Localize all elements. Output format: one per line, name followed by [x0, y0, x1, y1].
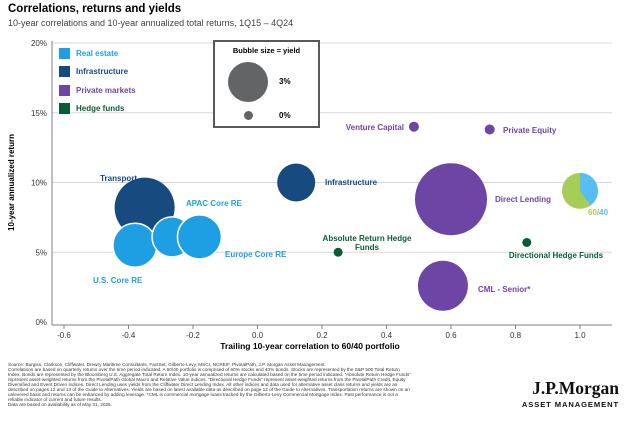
size-legend-small-label: 0%	[279, 111, 291, 120]
footnote-line-9: Data are based on availability as of May…	[8, 402, 112, 407]
legend-item-label: Hedge funds	[76, 104, 125, 114]
footnote-line-1: Source: Burgiss, Clarkson, Cliffwater, D…	[8, 362, 326, 367]
bubble-label-direct-lending: Direct Lending	[495, 195, 551, 204]
y-tick-label: 20%	[31, 39, 47, 48]
x-tick-label: 0.0	[252, 331, 264, 340]
footnote-line-7: unlevered basis and returns can be enhan…	[8, 392, 398, 397]
size-legend-small-bubble-icon	[244, 111, 253, 120]
bubble-label-sixty-forty: 60/40	[588, 208, 609, 217]
bubble-label-apac-core-re: APAC Core RE	[186, 199, 243, 208]
bubble-chart: -0.6 -0.4 -0.2 0.0 0.2 0.4 0.6 0.8 1.0 20% 15% 10% 5…	[7, 39, 612, 351]
size-legend-big-bubble-icon	[228, 62, 268, 102]
legend-swatch-icon	[59, 47, 70, 59]
x-axis-title: Trailing 10-year correlation to 60/40 po…	[220, 341, 400, 351]
footnote-line-6: described on pages 12 and 13 of the Guid…	[8, 387, 410, 392]
bubble-size-legend: Bubble size = yield 3% 0%	[213, 40, 320, 128]
footnote-line-5: Diversified and Event Driven indices. Di…	[8, 382, 398, 387]
footnote-line-4: represent asset-weighted returns from th…	[8, 377, 406, 382]
bubble-label-absolute-return-hedge-funds: Funds	[355, 243, 380, 252]
jpmorgan-logo-wordmark: J.P.Morgan	[532, 378, 619, 398]
bubble-cml-senior	[417, 260, 468, 311]
legend-item-hedge-funds: Hedge funds	[59, 100, 136, 119]
bubble-us-core-re	[112, 222, 158, 269]
footnote-line-3: Index. Bonds are represented by the Bloo…	[8, 372, 411, 377]
legend-item-label: Private markets	[76, 85, 136, 95]
x-tick-label: 1.0	[574, 331, 586, 340]
legend-item-real-estate: Real estate	[59, 44, 136, 63]
jpmorgan-logo-asset-management: ASSET MANAGEMENT	[521, 400, 619, 409]
y-tick-label: 0%	[35, 318, 47, 327]
size-legend-title: Bubble size = yield	[232, 46, 301, 55]
bubble-label-venture-capital: Venture Capital	[346, 123, 404, 132]
bubble-label-private-equity: Private Equity	[503, 126, 557, 135]
x-tick-label: -0.6	[57, 331, 71, 340]
bubble-venture-capital	[408, 121, 419, 132]
y-tick-label: 5%	[35, 248, 47, 257]
size-legend-big-label: 3%	[279, 77, 291, 86]
bubble-private-equity	[484, 124, 495, 135]
jpmorgan-logo: J.P.Morgan ASSET MANAGEMENT	[521, 378, 619, 410]
page-title: Correlations, returns and yields	[8, 3, 182, 15]
x-tick-label: -0.2	[186, 331, 200, 340]
legend-item-label: Infrastructure	[76, 67, 129, 77]
y-axis-title: 10-year annualized return	[7, 134, 16, 231]
legend-swatch-icon	[59, 84, 70, 96]
x-tick-label: 0.6	[445, 331, 457, 340]
footnote-line-8: reliable indicator of current and future…	[8, 397, 103, 402]
bubble-infrastructure	[277, 163, 316, 202]
bubble-sixty-forty-blue-slice	[580, 172, 598, 206]
x-tick-label: 0.4	[381, 331, 393, 340]
y-tick-label: 15%	[31, 109, 47, 118]
category-legend: Real estate Infrastructure Private markets…	[59, 44, 136, 118]
bubble-label-us-core-re: U.S. Core RE	[93, 276, 143, 285]
legend-item-infrastructure: Infrastructure	[59, 63, 136, 82]
source-footnote: Source: Burgiss, Clarkson, Cliffwater, D…	[8, 362, 522, 407]
bubble-label-directional-hedge-funds: Directional Hedge Funds	[509, 251, 604, 260]
legend-swatch-icon	[59, 66, 70, 78]
page-subtitle: 10-year correlations and 10-year annuali…	[8, 18, 294, 28]
bubble-directional-hedge-funds	[522, 237, 532, 247]
bubble-label-transport: Transport	[100, 174, 137, 183]
bubble-label-infrastructure: Infrastructure	[325, 178, 378, 187]
bubble-direct-lending	[415, 163, 487, 236]
legend-item-label: Real estate	[76, 48, 119, 58]
bubble-label-cml-senior: CML - Senior*	[478, 285, 531, 294]
x-tick-label: -0.4	[122, 331, 136, 340]
x-tick-label: 0.8	[510, 331, 522, 340]
x-tick-label: 0.2	[316, 331, 328, 340]
bubble-absolute-return-hedge-funds	[333, 247, 343, 257]
bubble-label-absolute-return-hedge-funds: Absolute Return Hedge	[323, 234, 412, 243]
bubble-apac-core-re	[176, 214, 223, 260]
legend-swatch-icon	[59, 103, 70, 115]
y-tick-label: 10%	[31, 179, 47, 188]
bubble-label-europe-core-re: Europe Core RE	[225, 250, 287, 259]
legend-item-private-markets: Private markets	[59, 81, 136, 100]
footnote-line-2: Correlations are based on quarterly retu…	[8, 367, 400, 372]
